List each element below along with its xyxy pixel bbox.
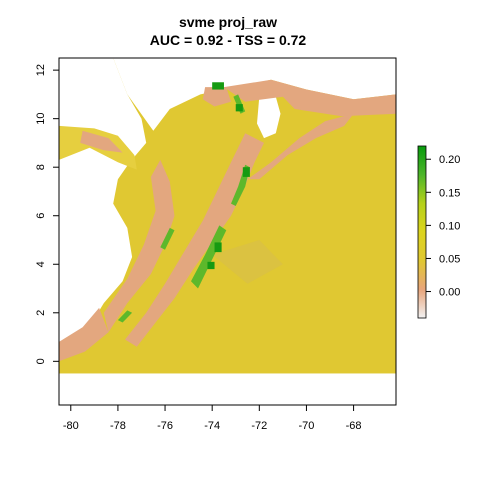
legend-tick-label: 0.00	[439, 287, 460, 299]
lowland-patch	[212, 240, 283, 284]
legend-color-bar	[417, 145, 427, 319]
highland-patch-1	[191, 225, 227, 289]
x-axis: -80 -78 -76 -74 -72 -70 -68	[63, 404, 362, 432]
y-tick-label: 0	[35, 358, 47, 364]
x-tick-label: -72	[251, 420, 267, 432]
y-tick-label: 4	[35, 261, 47, 267]
x-tick-label: -78	[110, 420, 126, 432]
legend-tick-label: 0.05	[439, 253, 460, 265]
santa-marta-massif	[202, 87, 231, 107]
legend-tick-label: 0.10	[439, 220, 460, 232]
x-tick-label: -76	[157, 420, 173, 432]
map-subtitle: AUC = 0.92 - TSS = 0.72	[150, 32, 307, 48]
lake-maracaibo	[257, 96, 281, 139]
y-tick-label: 8	[35, 164, 47, 170]
peak-cell-2	[207, 261, 215, 270]
x-tick-label: -80	[63, 420, 79, 432]
merida-andes	[247, 113, 354, 180]
north-coast-highlands	[224, 79, 396, 117]
western-cordillera	[103, 159, 175, 333]
legend-tick-label: 0.15	[439, 187, 460, 199]
highland-patch-4	[160, 227, 175, 250]
map-title: svme proj_raw	[179, 14, 277, 30]
raster-layer	[59, 58, 396, 374]
y-tick-label: 6	[35, 213, 47, 219]
peak-cell-1	[214, 242, 222, 253]
x-tick-label: -70	[298, 420, 314, 432]
panama-highlands	[80, 130, 123, 153]
color-legend: 0.00 0.05 0.10 0.15 0.20	[417, 145, 460, 319]
x-tick-label: -74	[204, 420, 220, 432]
x-tick-label: -68	[346, 420, 362, 432]
y-axis: 0 2 4 6 8 10 12	[35, 64, 60, 364]
y-tick-label: 12	[35, 64, 47, 76]
y-tick-label: 2	[35, 310, 47, 316]
y-tick-label: 10	[35, 113, 47, 125]
eastern-cordillera	[125, 133, 264, 347]
peak-cell-5	[212, 82, 224, 90]
peak-cell-4	[235, 104, 243, 112]
legend-tick-label: 0.20	[439, 154, 460, 166]
ecuador-coast	[59, 307, 109, 362]
peak-cell-3	[242, 167, 250, 177]
caribbean-sea	[113, 58, 396, 131]
highland-patch-3	[117, 310, 133, 323]
